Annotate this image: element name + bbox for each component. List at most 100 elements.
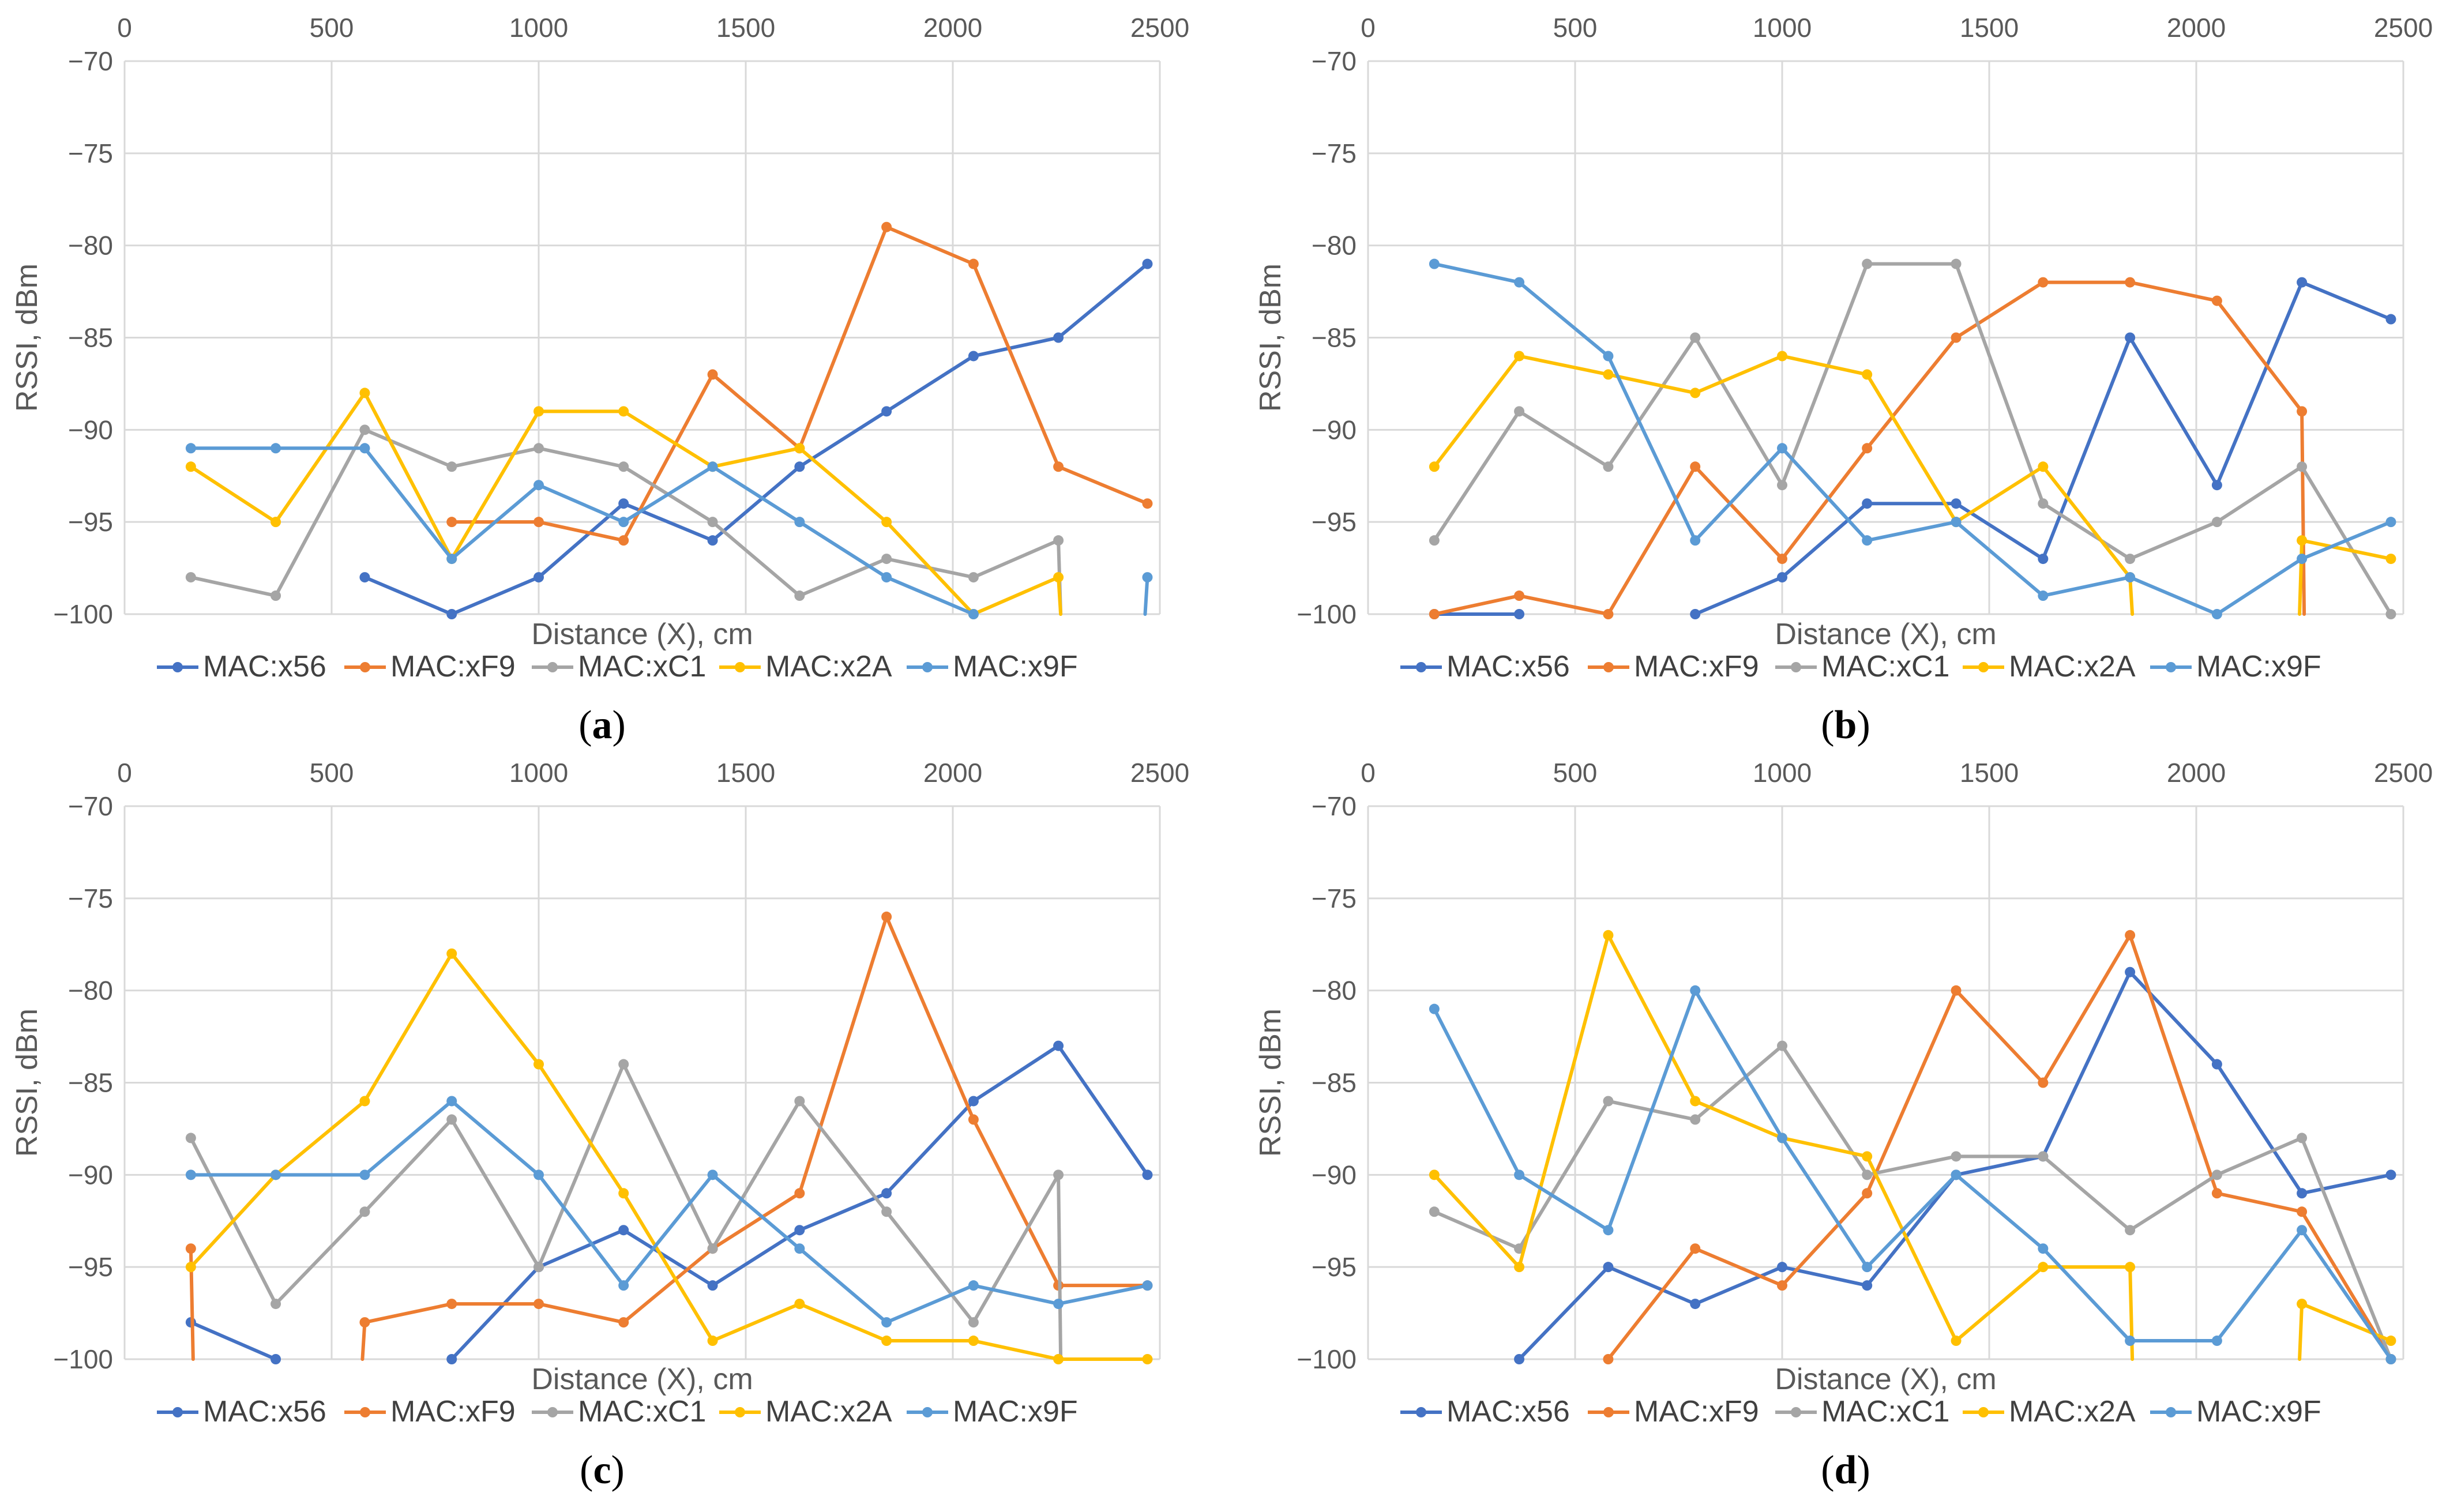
data-point [1429,461,1440,472]
y-tick-label: −75 [68,883,113,913]
data-point [1514,406,1525,417]
series-line [1432,933,2393,1361]
series-MAC:x56 [1514,966,2396,1364]
data-point [968,1317,979,1328]
chart-panel-a: −70 −75 −80 −85 −90 −95 −100 0 500 1000 1500 2000 25… [10,13,1189,747]
data-point [533,480,544,491]
data-point [185,461,196,472]
data-point [2385,1354,2396,1364]
legend-label: MAC:x9F [953,650,1078,683]
data-point [1862,1151,1873,1162]
data-point [1603,1262,1614,1273]
data-point [968,572,979,583]
legend-label: MAC:xF9 [1634,650,1759,683]
series-MAC:xF9 [1429,277,2308,619]
data-point [1514,1262,1525,1273]
series-MAC:xC1 [1429,1040,2396,1364]
y-tick-label: −75 [1312,138,1357,168]
data-point [707,535,718,546]
data-point [618,498,629,509]
data-point [359,572,370,583]
panel-label: (b) [1821,703,1870,747]
x-axis-title: Distance (X), cm [1775,1363,1996,1396]
data-point [1429,258,1440,269]
data-point [359,1317,370,1328]
data-point [359,1096,370,1107]
y-tick-label: −90 [68,1160,113,1190]
x-tick-label: 2500 [2374,758,2433,788]
y-tick-label: −90 [1312,1160,1357,1190]
data-point [2125,277,2136,288]
data-point [1951,498,1962,509]
series-MAC:xC1 [1429,258,2396,619]
y-axis-title: RSSI, dBm [1254,1009,1287,1157]
data-point [1603,351,1614,362]
data-point [2385,1169,2396,1180]
data-point [2297,1206,2308,1217]
data-point [185,1262,196,1273]
data-point [1053,461,1064,472]
data-point [2038,554,2049,565]
legend-label: MAC:x9F [2196,1395,2321,1428]
series-MAC:x9F [1429,258,2396,619]
x-tick-label: 500 [310,758,354,788]
data-point [270,517,281,528]
data-point [1053,1040,1064,1051]
data-point [2297,406,2308,417]
data-point [1603,1225,1614,1236]
y-tick-label: −80 [1312,976,1357,1006]
y-tick-label: −85 [1312,1068,1357,1098]
data-point [2038,1151,2049,1162]
x-tick-label: 0 [1361,758,1376,788]
panel-label-letter: d [1835,1448,1857,1492]
panel-label-paren: ) [613,703,626,747]
series-line [189,1044,1149,1361]
chart-panel-c: −70 −75 −80 −85 −90 −95 −100 0 500 1000 1500 2000 25… [10,758,1189,1492]
data-point [2038,1077,2049,1088]
legend-label: MAC:xF9 [390,650,516,683]
data-point [1862,443,1873,454]
data-point [794,1299,805,1310]
y-tick-label: −100 [53,1344,113,1374]
data-point [1690,1243,1701,1254]
series-line [1432,262,2393,616]
series-MAC:x9F [185,1096,1153,1328]
data-point [968,351,979,362]
data-point [1053,535,1064,546]
data-point [533,572,544,583]
data-point [446,609,457,619]
panel-label-paren: ( [578,703,592,747]
x-tick-label: 2000 [923,13,982,43]
series-line [1432,988,2393,1361]
legend-label: MAC:xC1 [1821,1395,1949,1428]
data-point [2125,1262,2136,1273]
data-point [968,1114,979,1125]
legend-label: MAC:xC1 [578,1395,706,1428]
data-point [1690,1096,1701,1107]
legend-label: MAC:x56 [203,1395,326,1428]
data-point [2125,1336,2136,1346]
data-point [1514,590,1525,601]
data-point [881,517,892,528]
chart-panel-b: −70 −75 −80 −85 −90 −95 −100 0 500 1000 1500 2000 25… [1254,13,2433,747]
data-point [707,461,718,472]
data-point [2125,1225,2136,1236]
data-point [1951,1151,1962,1162]
data-point [2297,1133,2308,1144]
data-point [1514,351,1525,362]
data-point [1690,1114,1701,1125]
data-point [270,590,281,601]
data-point [359,1169,370,1180]
x-tick-label: 1500 [716,758,775,788]
legend-marker [1791,1407,1801,1417]
y-tick-label: −85 [1312,323,1357,353]
series-line [1517,970,2393,1361]
series-line [189,446,1149,616]
data-point [1053,1354,1064,1364]
legend-label: MAC:xC1 [1821,650,1949,683]
data-point [968,1336,979,1346]
data-point [618,1317,629,1328]
data-point [270,1354,281,1364]
y-axis-title: RSSI, dBm [1254,264,1287,412]
data-point [881,1188,892,1199]
